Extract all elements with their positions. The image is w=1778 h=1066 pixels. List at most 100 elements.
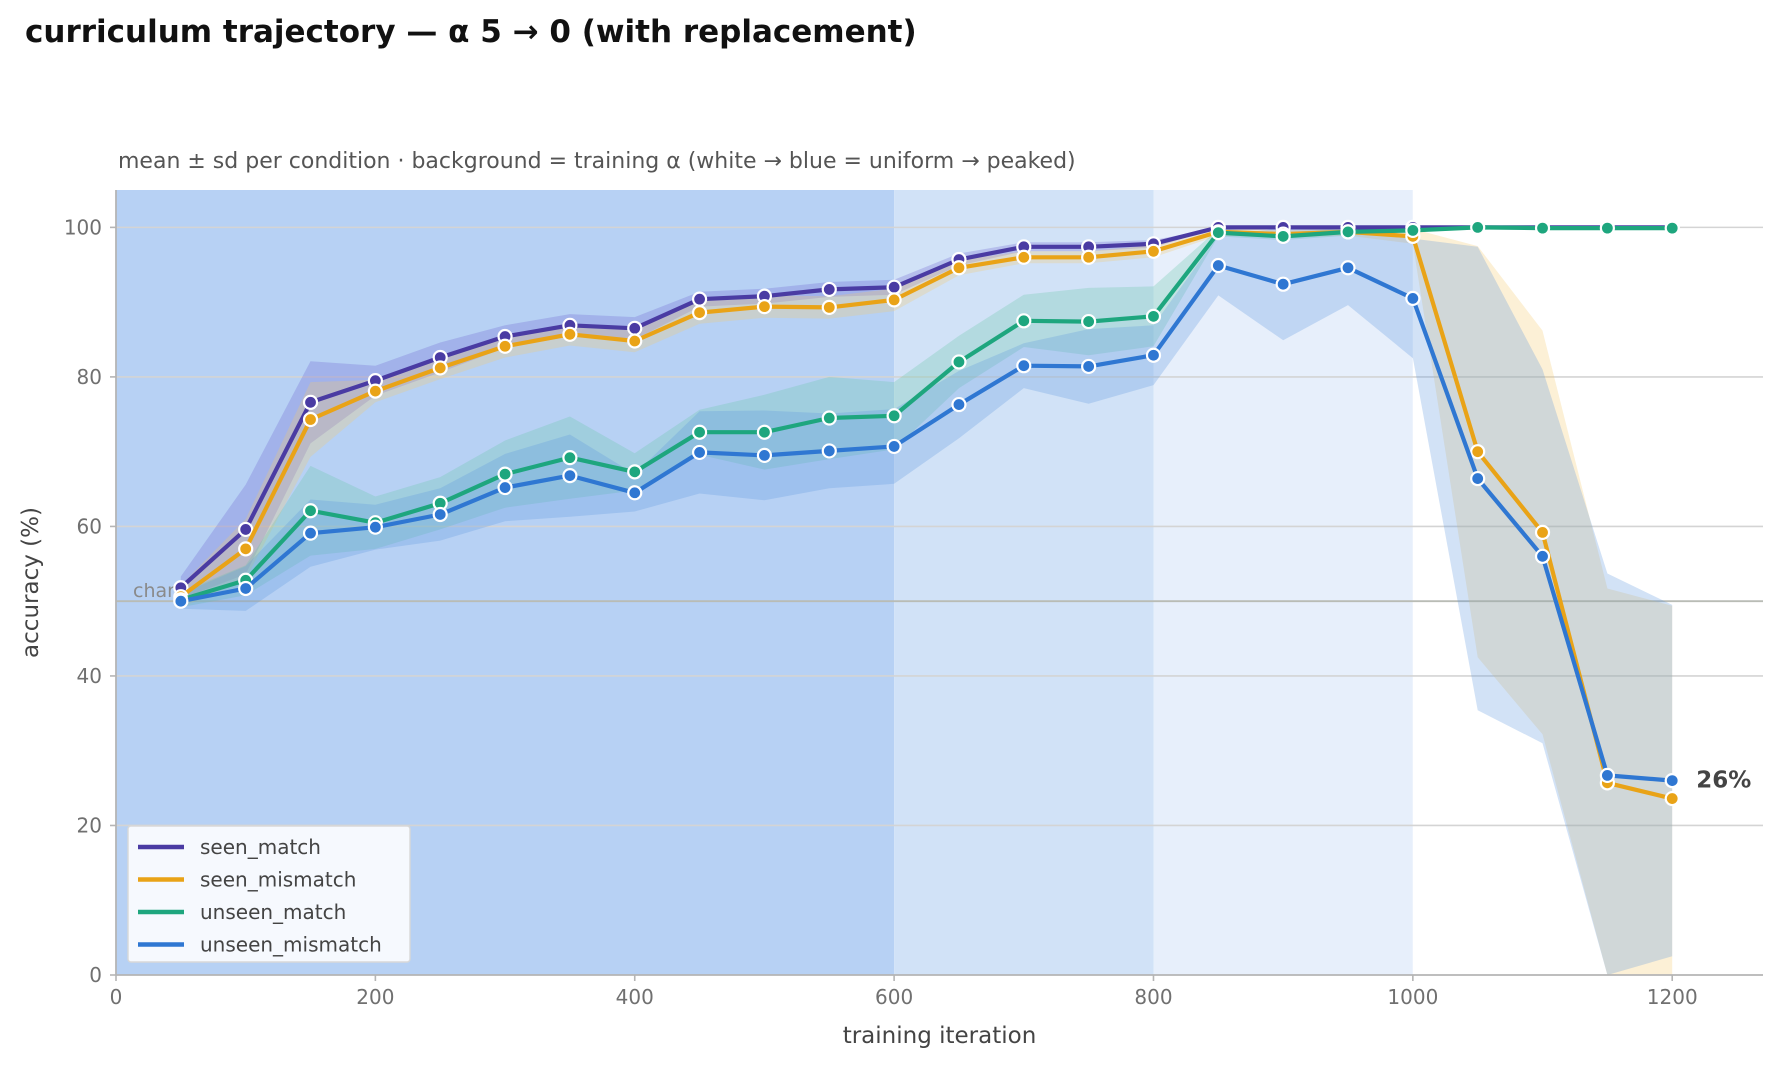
point-unseen_mismatch: [1534, 548, 1551, 564]
point-seen_match: [821, 281, 837, 298]
point-unseen_match: [1210, 225, 1226, 241]
point-unseen_match: [1340, 224, 1356, 240]
point-seen_mismatch: [886, 292, 902, 308]
x-tick-label: 200: [356, 985, 394, 1009]
point-unseen_mismatch: [432, 506, 448, 523]
point-seen_mismatch: [821, 299, 837, 315]
legend-label-unseen_mismatch: unseen_mismatch: [200, 933, 382, 957]
point-unseen_mismatch: [821, 443, 837, 459]
point-unseen_mismatch: [756, 447, 773, 464]
point-unseen_mismatch: [886, 438, 902, 455]
point-unseen_match: [886, 408, 902, 424]
chance-label: chance: [133, 580, 201, 602]
point-unseen_mismatch: [1275, 276, 1291, 292]
point-unseen_match: [627, 464, 643, 480]
point-unseen_mismatch: [238, 580, 254, 597]
legend: seen_match seen_mismatch unseen_matchunsee…: [127, 825, 411, 963]
legend-box: [127, 825, 411, 963]
point-seen_mismatch: [756, 299, 773, 315]
point-unseen_mismatch: [1405, 290, 1421, 307]
point-unseen_match: [1081, 313, 1097, 330]
point-seen_match: [886, 279, 902, 295]
point-unseen_match: [821, 410, 837, 426]
point-unseen_mismatch: [1599, 767, 1615, 783]
point-seen_match: [238, 521, 254, 538]
point-seen_mismatch: [1016, 249, 1032, 265]
point-unseen_mismatch: [302, 525, 319, 541]
point-seen_mismatch: [497, 338, 513, 354]
point-unseen_mismatch: [1145, 347, 1162, 363]
line-seen_mismatch: [178, 229, 1675, 801]
chart-subtitle: mean ± sd per condition · background = t…: [118, 149, 1076, 174]
y-tick-label: 20: [77, 813, 102, 837]
x-tick-label: 0: [110, 985, 123, 1009]
x-tick-label: 1200: [1647, 985, 1698, 1009]
point-seen_mismatch: [302, 411, 319, 428]
y-tick-label: 0: [89, 963, 102, 987]
x-tick-label: 1000: [1387, 985, 1438, 1009]
line-seen_match: [178, 225, 1675, 590]
sd-band-unseen_match: [180, 227, 1673, 608]
point-seen_mismatch: [1081, 249, 1097, 265]
point-unseen_match: [1470, 219, 1486, 235]
point-unseen_match: [1664, 220, 1680, 236]
point-unseen_match: [1599, 220, 1615, 236]
chart-title: curriculum trajectory — α 5 → 0 (with re…: [25, 14, 917, 50]
y-tick-label: 60: [77, 514, 102, 538]
point-unseen_mismatch: [173, 593, 189, 609]
point-seen_mismatch: [367, 383, 383, 399]
point-unseen_mismatch: [367, 519, 383, 535]
sd-band-seen_match: [180, 227, 1673, 599]
y-tick-label: 100: [64, 215, 102, 239]
point-seen_mismatch: [432, 360, 448, 376]
point-seen_mismatch: [691, 305, 708, 321]
point-unseen_match: [951, 354, 967, 370]
point-unseen_match: [1016, 313, 1032, 329]
point-unseen_mismatch: [1016, 358, 1032, 374]
point-unseen_mismatch: [497, 479, 513, 496]
x-tick-label: 800: [1134, 985, 1172, 1009]
x-tick-label: 400: [616, 985, 654, 1009]
point-seen_mismatch: [1470, 444, 1486, 460]
point-seen_match: [302, 394, 319, 410]
point-seen_mismatch: [627, 333, 643, 349]
y-tick-label: 80: [77, 365, 102, 389]
y-axis-label: accuracy (%): [18, 507, 44, 658]
line-unseen_match: [178, 225, 1675, 602]
point-seen_mismatch: [951, 260, 967, 276]
point-seen_mismatch: [562, 326, 578, 342]
legend-label-seen_mismatch: seen_mismatch: [200, 868, 356, 892]
point-unseen_match: [1534, 220, 1551, 236]
series-unseen_mismatch: [173, 257, 1680, 789]
point-seen_mismatch: [238, 541, 254, 557]
point-unseen_mismatch: [1470, 470, 1486, 487]
x-tick-label: 600: [875, 985, 913, 1009]
point-seen_match: [691, 291, 708, 307]
point-unseen_mismatch: [951, 396, 967, 413]
point-unseen_match: [302, 503, 319, 519]
point-unseen_mismatch: [1340, 260, 1356, 276]
point-unseen_mismatch: [562, 467, 578, 484]
legend-label-unseen_match: unseen_match: [200, 900, 346, 924]
point-unseen_match: [1145, 308, 1162, 324]
point-unseen_match: [1405, 222, 1421, 238]
point-unseen_match: [756, 424, 773, 440]
point-unseen_mismatch: [1081, 358, 1097, 375]
point-seen_mismatch: [1664, 790, 1680, 807]
point-unseen_match: [562, 450, 578, 466]
point-unseen_mismatch: [1664, 773, 1680, 789]
point-seen_mismatch: [1145, 243, 1162, 259]
point-unseen_mismatch: [627, 485, 643, 501]
point-unseen_match: [497, 466, 513, 482]
point-unseen_match: [1275, 228, 1291, 244]
point-seen_mismatch: [1534, 524, 1551, 541]
x-axis-label: training iteration: [843, 1023, 1037, 1049]
point-unseen_match: [691, 424, 708, 440]
background-band-3: [1412, 190, 1763, 975]
legend-label-seen_match: seen_match: [200, 835, 321, 859]
line-unseen_mismatch: [178, 263, 1675, 783]
y-tick-label: 40: [77, 664, 102, 688]
point-seen_match: [627, 320, 643, 336]
